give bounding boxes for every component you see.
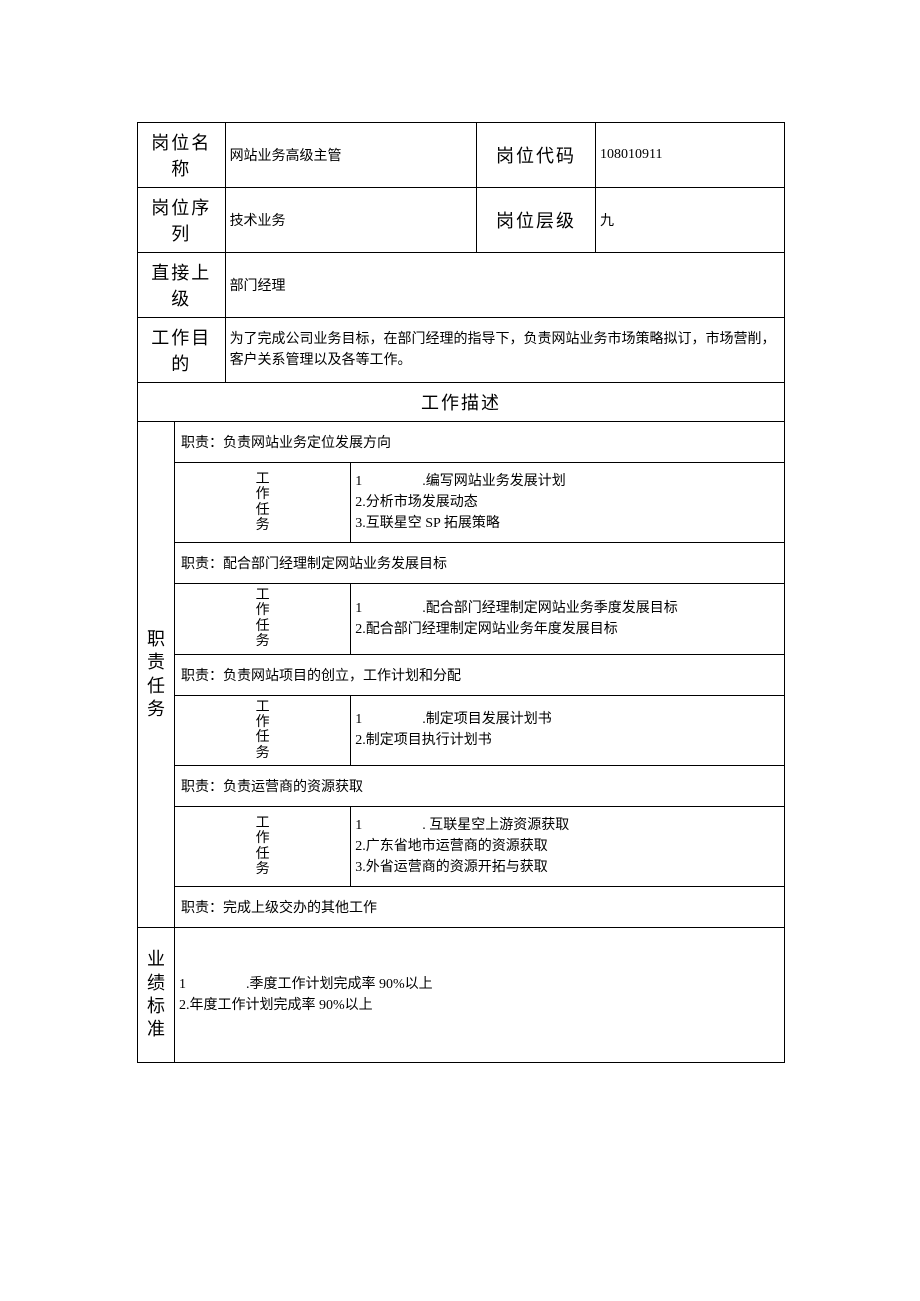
document-page: 岗位名称 网站业务高级主管 岗位代码 108010911 岗位序列 技术业务 岗… — [0, 0, 920, 1301]
duty-5-text: 职责：完成上级交办的其他工作 — [175, 887, 785, 928]
job-description-table: 岗位名称 网站业务高级主管 岗位代码 108010911 岗位序列 技术业务 岗… — [137, 122, 785, 1063]
row-supervisor: 直接上级 部门经理 — [138, 253, 785, 318]
perf-line1-text: .季度工作计划完成率 90%以上 — [246, 977, 433, 992]
row-duty-3: 职责：负责网站项目的创立，工作计划和分配 — [138, 654, 785, 695]
value-position-level: 九 — [596, 188, 785, 253]
row-task-4: 工作任务 1 . 互联星空上游资源获取 2.广东省地市运营商的资源获取 3.外省运… — [138, 807, 785, 887]
task-4-line1-text: . 互联星空上游资源获取 — [422, 818, 569, 833]
task-2-line1-num: 1 — [355, 601, 362, 616]
label-task-1: 工作任务 — [175, 463, 351, 543]
duty-2-text: 职责：配合部门经理制定网站业务发展目标 — [175, 543, 785, 584]
label-position-name: 岗位名称 — [138, 123, 226, 188]
task-4-content: 1 . 互联星空上游资源获取 2.广东省地市运营商的资源获取 3.外省运营商的资源… — [351, 807, 785, 887]
task-2-line2: 2.配合部门经理制定网站业务年度发展目标 — [355, 622, 618, 637]
task-3-content: 1 .制定项目发展计划书 2.制定项目执行计划书 — [351, 695, 785, 766]
value-position-series: 技术业务 — [225, 188, 476, 253]
row-performance: 业绩标准 1 .季度工作计划完成率 90%以上 2.年度工作计划完成率 90%以上 — [138, 928, 785, 1063]
task-1-line1-text: .编写网站业务发展计划 — [422, 474, 566, 489]
row-purpose: 工作目的 为了完成公司业务目标，在部门经理的指导下，负责网站业务市场策略拟订，市… — [138, 318, 785, 383]
value-supervisor: 部门经理 — [225, 253, 784, 318]
row-position-name: 岗位名称 网站业务高级主管 岗位代码 108010911 — [138, 123, 785, 188]
task-1-line3: 3.互联星空 SP 拓展策略 — [355, 516, 500, 531]
task-1-line2: 2.分析市场发展动态 — [355, 495, 478, 510]
value-position-code: 108010911 — [596, 123, 785, 188]
label-supervisor: 直接上级 — [138, 253, 226, 318]
task-2-line1-text: .配合部门经理制定网站业务季度发展目标 — [422, 601, 678, 616]
row-task-3: 工作任务 1 .制定项目发展计划书 2.制定项目执行计划书 — [138, 695, 785, 766]
row-work-description-header: 工作描述 — [138, 383, 785, 422]
row-duty-5: 职责：完成上级交办的其他工作 — [138, 887, 785, 928]
duty-4-text: 职责：负责运营商的资源获取 — [175, 766, 785, 807]
row-position-series: 岗位序列 技术业务 岗位层级 九 — [138, 188, 785, 253]
label-task-2: 工作任务 — [175, 584, 351, 655]
task-4-line1-num: 1 — [355, 818, 362, 833]
duty-1-text: 职责：负责网站业务定位发展方向 — [175, 422, 785, 463]
label-task-3: 工作任务 — [175, 695, 351, 766]
label-position-series: 岗位序列 — [138, 188, 226, 253]
performance-content: 1 .季度工作计划完成率 90%以上 2.年度工作计划完成率 90%以上 — [175, 928, 785, 1063]
label-task-4: 工作任务 — [175, 807, 351, 887]
task-4-line3: 3.外省运营商的资源开拓与获取 — [355, 860, 548, 875]
perf-line1-num: 1 — [179, 977, 186, 992]
label-position-code: 岗位代码 — [477, 123, 596, 188]
label-purpose: 工作目的 — [138, 318, 226, 383]
task-3-line1-text: .制定项目发展计划书 — [422, 712, 552, 727]
task-3-line2: 2.制定项目执行计划书 — [355, 733, 492, 748]
task-2-content: 1 .配合部门经理制定网站业务季度发展目标 2.配合部门经理制定网站业务年度发展目… — [351, 584, 785, 655]
task-1-content: 1 .编写网站业务发展计划 2.分析市场发展动态 3.互联星空 SP 拓展策略 — [351, 463, 785, 543]
duty-3-text: 职责：负责网站项目的创立，工作计划和分配 — [175, 654, 785, 695]
label-duty-tasks: 职责任务 — [138, 422, 175, 928]
row-duty-2: 职责：配合部门经理制定网站业务发展目标 — [138, 543, 785, 584]
task-3-line1-num: 1 — [355, 712, 362, 727]
row-task-2: 工作任务 1 .配合部门经理制定网站业务季度发展目标 2.配合部门经理制定网站业务… — [138, 584, 785, 655]
label-position-level: 岗位层级 — [477, 188, 596, 253]
row-task-1: 工作任务 1 .编写网站业务发展计划 2.分析市场发展动态 3.互联星空 SP 拓… — [138, 463, 785, 543]
label-work-description: 工作描述 — [138, 383, 785, 422]
value-position-name: 网站业务高级主管 — [225, 123, 476, 188]
perf-line2: 2.年度工作计划完成率 90%以上 — [179, 998, 373, 1013]
row-duty-4: 职责：负责运营商的资源获取 — [138, 766, 785, 807]
task-1-line1-num: 1 — [355, 474, 362, 489]
task-4-line2: 2.广东省地市运营商的资源获取 — [355, 839, 548, 854]
label-performance: 业绩标准 — [138, 928, 175, 1063]
row-duty-1: 职责任务 职责：负责网站业务定位发展方向 — [138, 422, 785, 463]
value-purpose: 为了完成公司业务目标，在部门经理的指导下，负责网站业务市场策略拟订，市场营削，客… — [225, 318, 784, 383]
